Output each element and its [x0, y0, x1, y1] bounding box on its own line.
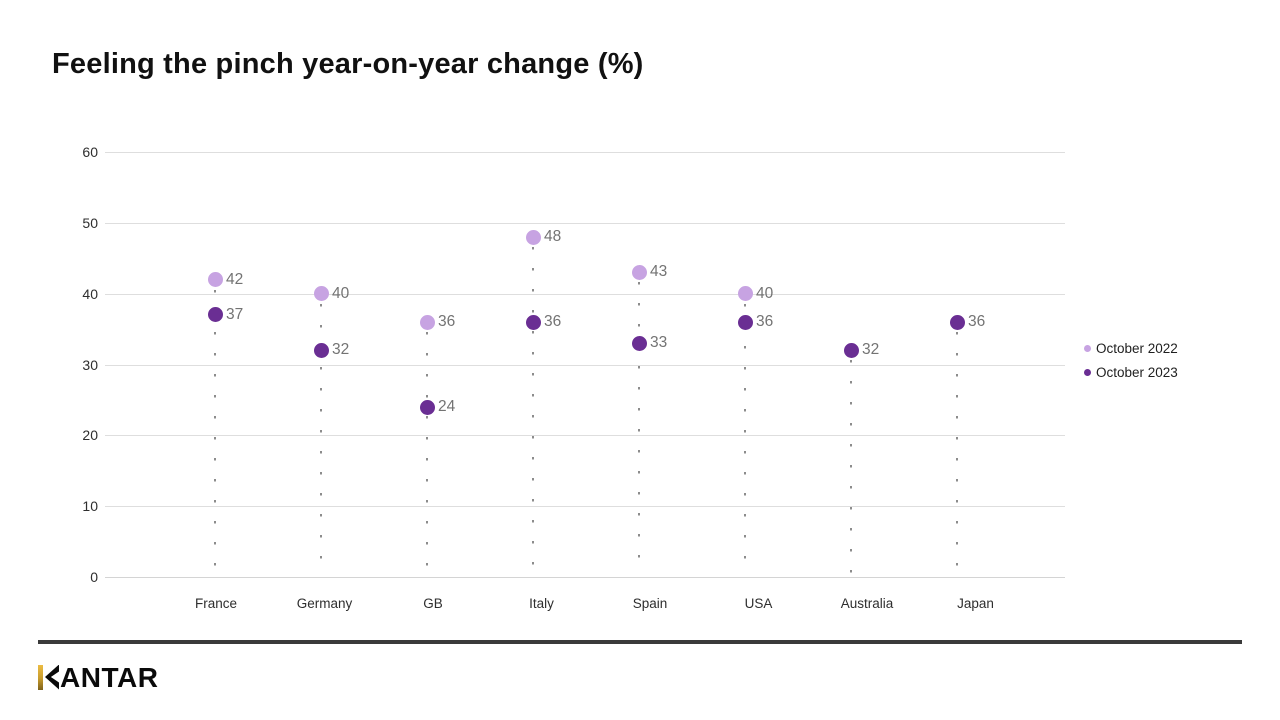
x-axis-label: Spain [632, 596, 668, 611]
legend-label: October 2022 [1096, 341, 1178, 356]
logo-chevron-icon [45, 664, 59, 690]
leader-line [850, 360, 852, 575]
gridline [105, 152, 1065, 153]
leader-line [956, 332, 958, 575]
y-axis-tick-label: 0 [90, 569, 98, 585]
x-axis-label: France [194, 596, 238, 611]
gridline [105, 435, 1065, 437]
data-point-dot [207, 307, 223, 323]
legend-dot-icon [1084, 369, 1091, 376]
leader-line [744, 303, 746, 575]
legend-item-october-2023: October 2023 [1084, 365, 1178, 380]
x-axis-label: USA [744, 596, 773, 611]
data-point-value-label: 36 [968, 313, 986, 330]
data-point-dot [631, 264, 647, 280]
x-axis-label: Italy [529, 596, 554, 611]
data-point-value-label: 32 [332, 341, 350, 359]
data-point-value-label: 48 [544, 228, 562, 245]
data-point-value-label: 32 [862, 341, 880, 359]
data-point-dot [525, 229, 541, 245]
data-point-value-label: 42 [226, 270, 244, 288]
data-point-value-label: 36 [756, 313, 774, 330]
data-point-dot [737, 314, 753, 330]
y-axis-tick-label: 30 [82, 356, 98, 373]
data-point-dot [313, 342, 329, 358]
y-axis-tick-label: 50 [82, 214, 98, 231]
data-point-dot [949, 314, 965, 330]
leader-line [214, 289, 216, 575]
gridline [105, 222, 1065, 224]
gridline [105, 364, 1065, 366]
data-point-value-label: 36 [438, 313, 456, 330]
data-point-value-label: 33 [650, 334, 668, 352]
y-axis-tick-label: 10 [82, 498, 98, 515]
leader-line [532, 247, 534, 575]
data-point-value-label: 24 [438, 398, 456, 415]
gridline [105, 577, 1065, 578]
chart-title: Feeling the pinch year-on-year change (%… [52, 48, 644, 80]
data-point-value-label: 36 [544, 313, 562, 330]
data-point-value-label: 40 [332, 284, 350, 302]
data-point-value-label: 37 [226, 305, 244, 323]
y-axis-tick-label: 20 [82, 427, 98, 444]
data-point-dot [525, 314, 541, 330]
gridline [105, 506, 1065, 508]
data-point-value-label: 43 [650, 263, 668, 281]
legend-label: October 2023 [1096, 365, 1178, 380]
footer-divider [38, 640, 1242, 644]
y-axis-tick-label: 60 [82, 144, 98, 160]
data-point-dot [419, 399, 435, 415]
logo-text: ANTAR [60, 661, 159, 693]
gridline [105, 293, 1065, 295]
data-point-dot [207, 272, 223, 287]
x-axis-label: GB [423, 596, 443, 611]
kantar-logo: ANTAR [38, 662, 158, 692]
leader-line [638, 282, 640, 575]
data-point-value-label: 40 [756, 284, 774, 302]
x-axis-label: Australia [840, 596, 894, 611]
leader-line [320, 303, 322, 575]
legend-item-october-2022: October 2022 [1084, 341, 1178, 356]
x-axis-label: Germany [296, 596, 353, 611]
data-point-dot [843, 342, 859, 358]
leader-line [426, 332, 428, 575]
data-point-dot [631, 335, 647, 351]
data-point-dot [419, 314, 435, 330]
chart-legend: October 2022 October 2023 [1084, 341, 1178, 380]
legend-dot-icon [1084, 345, 1091, 352]
y-axis-tick-label: 40 [82, 285, 98, 302]
x-axis-label: Japan [957, 596, 994, 611]
data-point-dot [313, 286, 329, 302]
logo-gold-bar-icon [38, 664, 43, 690]
data-point-dot [737, 286, 753, 302]
